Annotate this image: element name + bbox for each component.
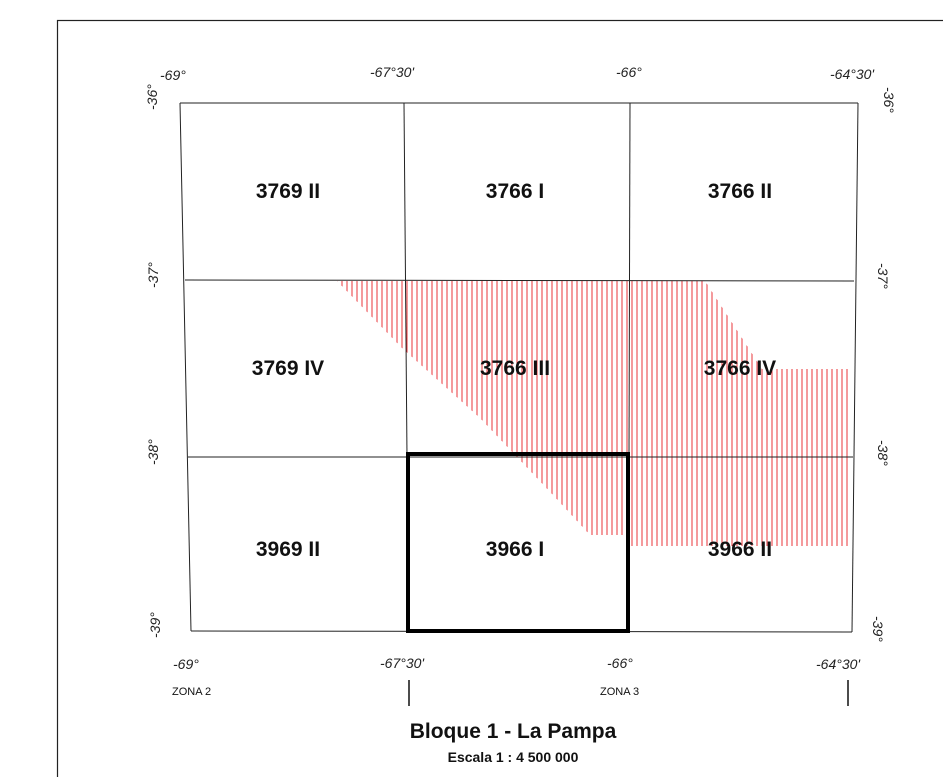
lon-label-bottom-4: -64°30' [816, 656, 861, 672]
lon-label-top-1: -69° [160, 67, 186, 83]
lat-label-left-1: -36° [144, 84, 160, 110]
page-frame [56, 19, 943, 777]
lat-label-right-2: -37° [875, 263, 891, 289]
lat-label-right-4: -39° [870, 616, 886, 642]
zone-label-3: ZONA 3 [600, 686, 639, 698]
sheet-label-3766-i: 3766 I [486, 180, 544, 203]
lon-label-top-2: -67°30' [370, 64, 415, 80]
sheet-label-3769-ii: 3769 II [256, 180, 320, 203]
lon-label-bottom-2: -67°30' [380, 655, 425, 671]
lon-label-top-4: -64°30' [830, 66, 875, 82]
sheet-label-3769-iv: 3769 IV [252, 357, 324, 380]
sheet-label-3766-iii: 3766 III [480, 357, 550, 380]
lon-label-bottom-3: -66° [607, 655, 633, 671]
sheet-label-3766-ii: 3766 II [708, 180, 772, 203]
sheet-label-3766-iv: 3766 IV [704, 357, 776, 380]
lat-label-right-3: -38° [875, 440, 891, 466]
lat-label-left-4: -39° [147, 612, 163, 638]
lat-label-left-2: -37° [145, 262, 161, 288]
zone-label-2: ZONA 2 [172, 686, 211, 698]
hatched-area [337, 281, 851, 546]
sheet-label-3966-i: 3966 I [486, 538, 544, 561]
map-title: Bloque 1 - La Pampa [410, 720, 617, 743]
sheet-label-3969-ii: 3969 II [256, 538, 320, 561]
lon-label-bottom-1: -69° [173, 656, 199, 672]
lat-label-right-1: -36° [881, 87, 897, 113]
highlighted-sheet-border [406, 452, 630, 633]
lon-label-top-3: -66° [616, 64, 642, 80]
lat-label-left-3: -38° [145, 439, 161, 465]
sheet-label-3966-ii: 3966 II [708, 538, 772, 561]
map-scale: Escala 1 : 4 500 000 [448, 749, 579, 765]
